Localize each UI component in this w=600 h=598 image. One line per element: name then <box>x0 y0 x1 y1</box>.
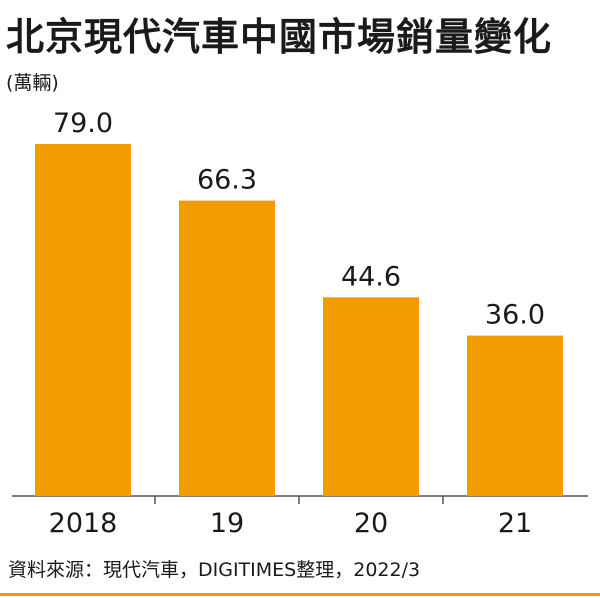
bar-20 <box>323 297 419 496</box>
x-tick-label-20: 20 <box>354 508 388 539</box>
data-label-19: 66.3 <box>197 165 257 196</box>
data-label-21: 36.0 <box>485 300 545 331</box>
bar-2018 <box>35 144 131 496</box>
chart-title: 北京現代汽車中國市場銷量變化 <box>6 15 553 59</box>
x-tick-label-21: 21 <box>498 508 532 539</box>
bar-21 <box>467 335 563 496</box>
bar-19 <box>179 200 275 496</box>
x-tick-label-2018: 2018 <box>49 508 118 539</box>
x-tick-label-19: 19 <box>210 508 244 539</box>
source-note: 資料來源：現代汽車，DIGITIMES整理，2022/3 <box>8 559 421 581</box>
bottom-accent-rule <box>0 593 600 596</box>
bar-chart: 79.0 2018 66.3 19 44.6 20 36.0 21 <box>12 108 588 539</box>
data-label-20: 44.6 <box>341 261 401 292</box>
unit-label: (萬輛) <box>6 72 59 94</box>
data-label-2018: 79.0 <box>53 108 113 139</box>
